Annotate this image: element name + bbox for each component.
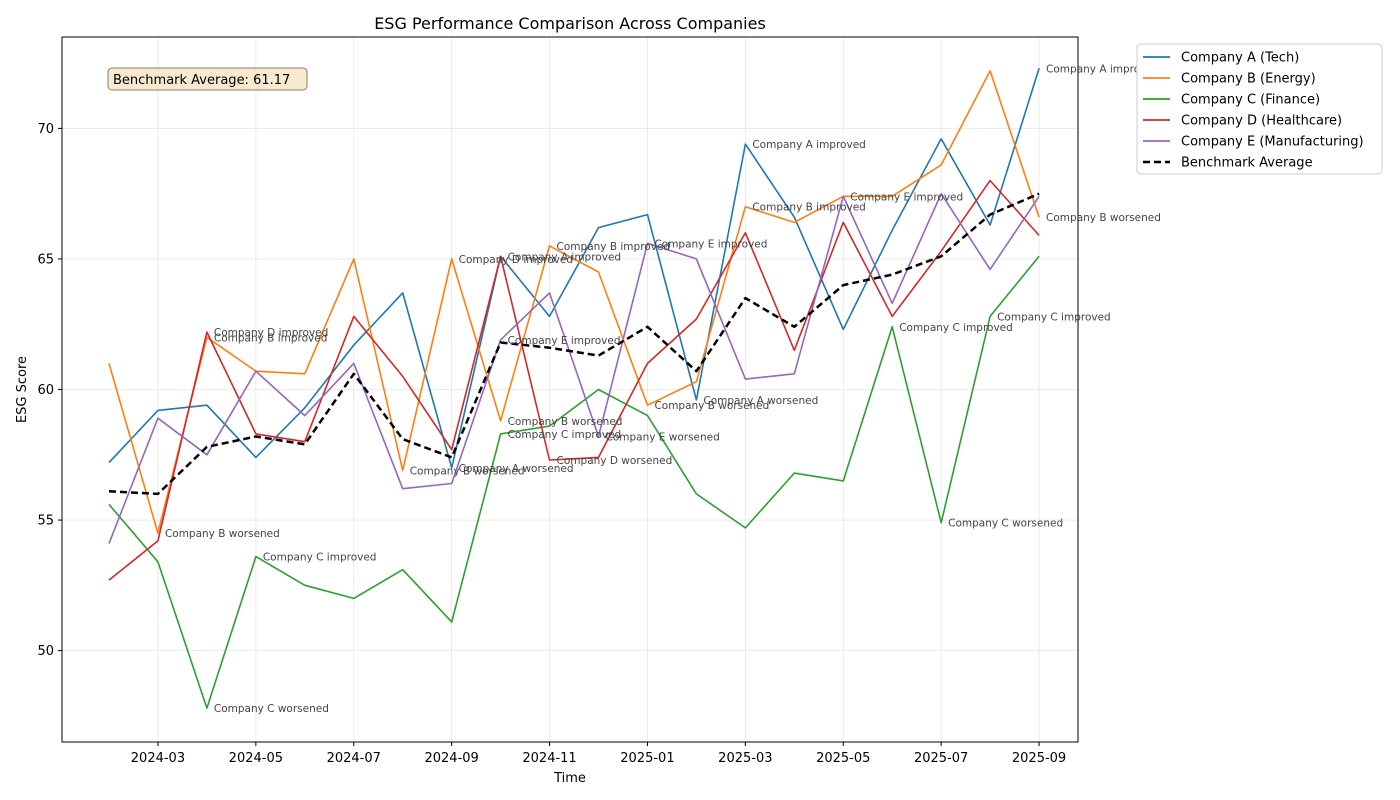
x-axis-label: Time [553,771,586,786]
legend-label: Company B (Energy) [1181,72,1316,87]
annotation-label: Company C improved [899,322,1013,334]
series-line-4 [108,179,1040,581]
x-tick-label: 2024-11 [522,751,576,766]
annotation-label: Company C worsened [214,703,329,715]
benchmark-average-box: Benchmark Average: 61.17 [107,67,308,91]
benchmark-box-bg [107,67,308,91]
annotation-label: Company A improved [508,251,621,263]
y-tick-label: 60 [37,383,54,398]
annotations: Company B worsened Company C worsened Comp… [165,63,1161,715]
annotation-label: Company B worsened [1046,212,1161,224]
annotation-label: Company A improved [752,139,865,151]
benchmark-box-text: Benchmark Average: 61.17 [113,73,290,88]
annotation-label: Company E improved [508,335,621,347]
annotation-label: Company A worsened [459,463,574,475]
annotation-label: Company B worsened [410,465,525,477]
annotation-label: Company A improved [1046,63,1159,75]
x-tick-label: 2024-09 [424,751,478,766]
y-tick-label: 65 [37,252,54,267]
legend-label: Benchmark Average [1181,156,1313,171]
annotation-label: Company C improved [997,311,1111,323]
annotation-label: Company D improved [214,327,328,339]
legend-frame [1136,43,1383,175]
annotation-label: Company A worsened [703,395,818,407]
series-line-1 [108,68,1040,469]
series-group [108,68,1040,709]
annotation-label: Company D improved [459,254,573,266]
x-tick-label: 2025-01 [620,751,674,766]
grid-lines [62,37,1078,742]
annotation-label: Company E improved [654,238,767,250]
annotation-label: Company B worsened [654,400,769,412]
x-tick-label: 2024-05 [229,751,283,766]
annotation-label: Company C improved [508,429,622,441]
chart-title: ESG Performance Comparison Across Compan… [374,14,766,33]
y-axis-label: ESG Score [15,356,30,423]
annotation-label: Company C worsened [948,518,1063,530]
y-tick-label: 55 [37,514,54,529]
annotation-label: Company E worsened [606,432,720,444]
legend-label: Company D (Healthcare) [1181,114,1342,129]
x-tick-label: 2025-09 [1012,751,1066,766]
x-tick-label: 2024-07 [327,751,381,766]
x-tick-label: 2024-03 [131,751,185,766]
annotation-label: Company C improved [263,552,377,564]
y-tick-label: 70 [37,122,54,137]
y-tick-label: 50 [37,644,54,659]
x-tick-label: 2025-05 [816,751,870,766]
y-axis-ticks: 50 55 60 65 70 [37,122,62,659]
legend-label: Company C (Finance) [1181,93,1320,108]
x-tick-label: 2025-07 [914,751,968,766]
annotation-label: Company B improved [557,241,671,253]
series-line-5 [108,192,1040,544]
annotation-label: Company D worsened [557,455,673,467]
x-axis-ticks: 2024-03 2024-05 2024-07 2024-09 2024-11 2025-… [131,742,1066,766]
annotation-label: Company B worsened [165,528,280,540]
x-tick-label: 2025-03 [718,751,772,766]
legend-label: Company E (Manufacturing) [1181,135,1364,150]
annotation-label: Company B improved [752,202,866,214]
annotation-label: Company B improved [214,332,328,344]
series-line-3 [108,255,1040,709]
series-line-2 [108,70,1040,534]
legend: Company A (Tech) Company B (Energy) Compan… [1136,43,1383,175]
legend-label: Company A (Tech) [1181,51,1299,66]
annotation-label: Company B worsened [508,416,623,428]
annotation-label: Company E improved [850,191,963,203]
